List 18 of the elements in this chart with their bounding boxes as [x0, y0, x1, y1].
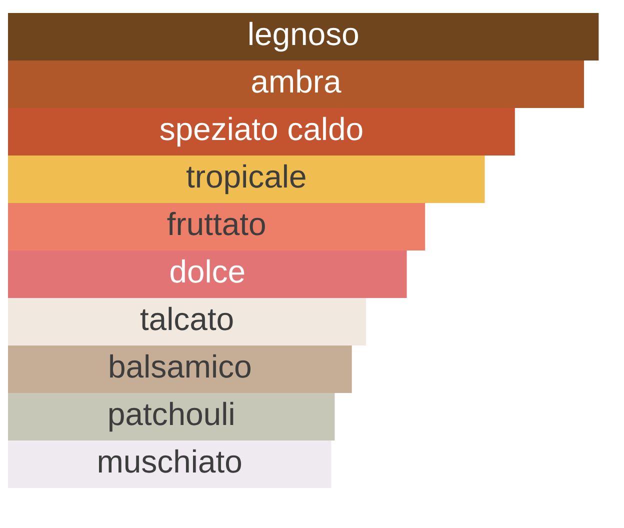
- bar: [8, 13, 599, 60]
- y-tick-label: speziato caldo: [160, 116, 362, 147]
- y-tick-label: fruttato: [167, 212, 265, 236]
- y-tick-label: patchouli: [109, 402, 234, 432]
- bar: [8, 393, 335, 440]
- bar: [8, 108, 515, 156]
- bar: [8, 60, 584, 108]
- bar: [8, 440, 332, 488]
- y-tick-label: muschiato: [98, 449, 242, 473]
- bar: [8, 156, 485, 203]
- bar: [8, 346, 352, 393]
- y-tick-label: legnoso: [250, 22, 358, 52]
- y-tick-label: ambra: [252, 69, 342, 93]
- y-tick-label: tropicale: [186, 164, 306, 194]
- y-tick-label: talcato: [140, 306, 233, 330]
- y-tick-label: dolce: [170, 259, 244, 283]
- y-tick-label: balsamico: [110, 354, 250, 378]
- bar: [8, 298, 366, 346]
